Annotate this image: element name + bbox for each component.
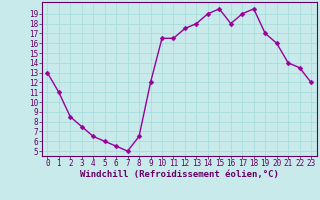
X-axis label: Windchill (Refroidissement éolien,°C): Windchill (Refroidissement éolien,°C) [80, 170, 279, 179]
